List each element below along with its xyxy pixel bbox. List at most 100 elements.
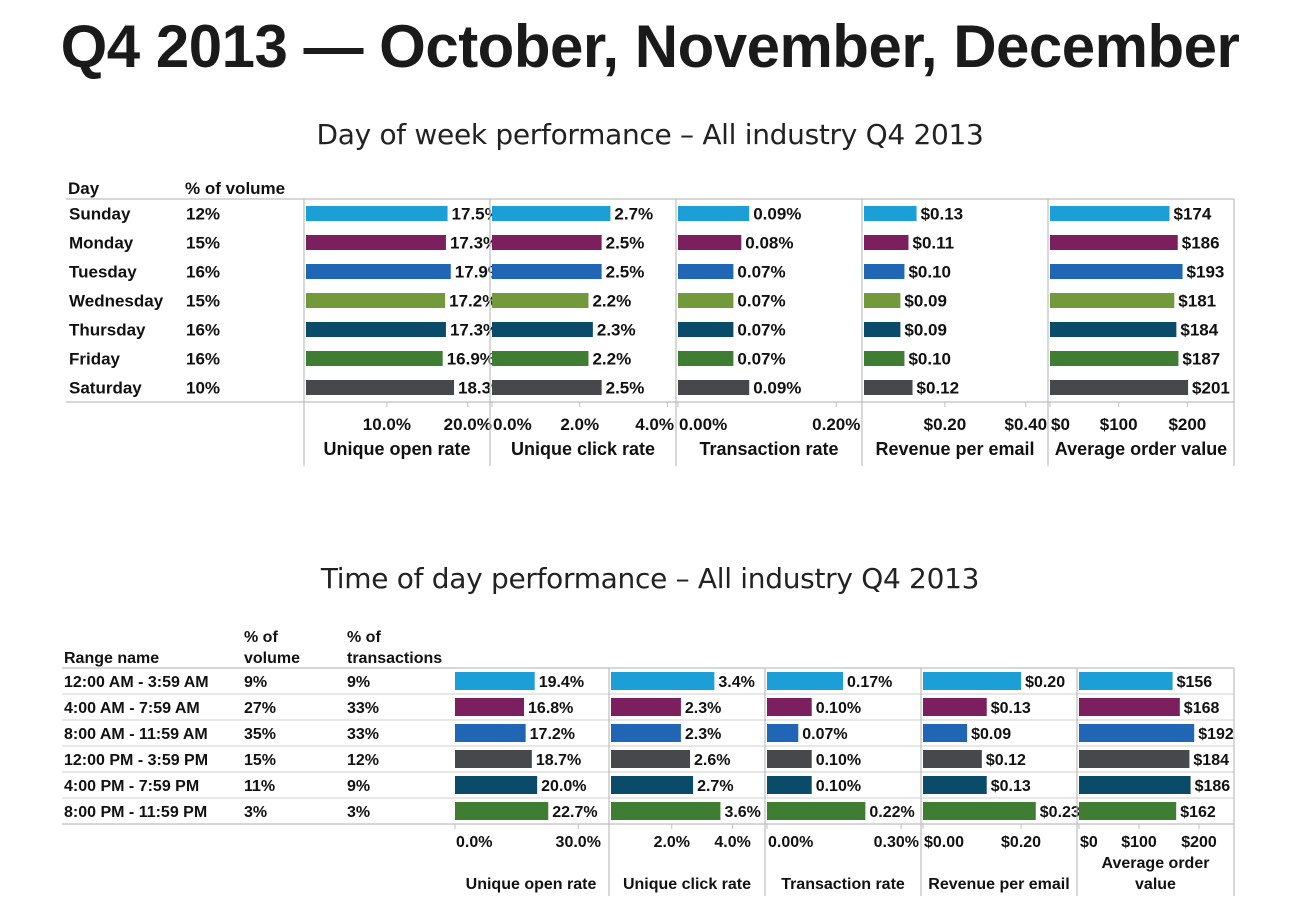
data-label: 17.5% (452, 205, 500, 224)
row-value-of-volume: 16% (186, 263, 220, 282)
data-label: $174 (1174, 205, 1212, 224)
row-label: 4:00 AM - 7:59 AM (64, 700, 200, 717)
data-label: 18.7% (536, 752, 581, 769)
data-label: 2.3% (685, 726, 721, 743)
bar-average-order-value-saturday (1050, 380, 1189, 395)
data-label: 2.5% (606, 263, 645, 282)
tick-label: $100 (1121, 834, 1157, 851)
data-label: $186 (1182, 234, 1220, 253)
bar-unique-open-rate-12-00-pm-3-59-pm (455, 750, 532, 768)
data-label: $0.11 (912, 234, 954, 253)
bar-unique-click-rate-12-00-am-3-59-am (611, 672, 715, 690)
data-label: 0.07% (737, 292, 785, 311)
bar-transaction-rate-wednesday (678, 293, 734, 308)
data-label: 16.8% (528, 700, 573, 717)
data-label: $192 (1198, 726, 1234, 743)
data-label: $201 (1192, 379, 1230, 398)
bar-average-order-value-wednesday (1050, 293, 1175, 308)
tick-label: $100 (1100, 415, 1138, 434)
bar-unique-open-rate-wednesday (306, 293, 446, 308)
data-label: $0.09 (904, 321, 947, 340)
bar-revenue-per-email-wednesday (864, 293, 901, 308)
bar-unique-click-rate-saturday (492, 380, 602, 395)
bar-revenue-per-email-tuesday (864, 264, 905, 279)
tick-label: 20.0% (444, 415, 492, 434)
bar-unique-open-rate-4-00-am-7-59-am (455, 698, 525, 716)
row-label: 8:00 AM - 11:59 AM (64, 726, 208, 743)
bar-unique-open-rate-sunday (306, 206, 448, 221)
bar-unique-open-rate-friday (306, 351, 443, 366)
data-label: 17.3% (450, 234, 498, 253)
tick-label: 0.20% (812, 415, 860, 434)
data-label: $0.09 (904, 292, 947, 311)
data-label: 0.10% (816, 700, 861, 717)
data-label: 0.07% (737, 321, 785, 340)
data-label: 3.4% (718, 674, 754, 691)
bar-average-order-value-12-00-am-3-59-am (1079, 672, 1173, 690)
bar-unique-open-rate-thursday (306, 322, 446, 337)
bar-average-order-value-4-00-am-7-59-am (1079, 698, 1180, 716)
tick-label: 10.0% (363, 415, 411, 434)
axis-title-average-order-value: value (1135, 876, 1176, 893)
tick-label: $0 (1051, 415, 1070, 434)
bar-transaction-rate-monday (678, 235, 742, 250)
data-label: 0.09% (753, 205, 801, 224)
data-label: 0.08% (745, 234, 793, 253)
bar-revenue-per-email-8-00-am-11-59-am (923, 724, 968, 742)
bar-revenue-per-email-sunday (864, 206, 917, 221)
bar-unique-open-rate-4-00-pm-7-59-pm (455, 776, 538, 794)
tick-label: 4.0% (714, 834, 750, 851)
bar-average-order-value-12-00-pm-3-59-pm (1079, 750, 1190, 768)
day-of-week-chart: Day % of volume Sunday Monday Tuesday Wednesd… (66, 179, 1235, 466)
column-header-of-transactions: transactions (347, 650, 442, 667)
bar-transaction-rate-4-00-am-7-59-am (767, 698, 812, 716)
bar-revenue-per-email-8-00-pm-11-59-pm (923, 802, 1036, 820)
data-label: 2.2% (592, 292, 631, 311)
tick-label: $0.20 (1001, 834, 1041, 851)
data-label: $0.10 (908, 263, 951, 282)
row-value-of-volume: 9% (244, 674, 267, 691)
data-label: 2.2% (592, 350, 631, 369)
row-label: Saturday (69, 379, 142, 398)
row-value-of-volume: 35% (244, 726, 276, 743)
data-label: $0.09 (971, 726, 1011, 743)
row-value-of-transactions: 33% (347, 700, 379, 717)
bar-average-order-value-4-00-pm-7-59-pm (1079, 776, 1191, 794)
tick-label: 2.0% (654, 834, 690, 851)
data-label: 17.9% (455, 263, 503, 282)
data-label: 0.17% (847, 674, 892, 691)
bar-unique-click-rate-8-00-pm-11-59-pm (611, 802, 721, 820)
row-value-of-transactions: 3% (347, 804, 370, 821)
bar-revenue-per-email-monday (864, 235, 909, 250)
tick-label: 0.00% (679, 415, 727, 434)
data-label: 2.7% (614, 205, 653, 224)
bar-unique-open-rate-8-00-am-11-59-am (455, 724, 526, 742)
row-value-of-volume: 15% (244, 752, 276, 769)
row-value-of-volume: 15% (186, 234, 220, 253)
data-label: $0.23 (1040, 804, 1080, 821)
row-label: Friday (69, 350, 121, 369)
bar-revenue-per-email-saturday (864, 380, 913, 395)
bar-transaction-rate-saturday (678, 380, 750, 395)
bar-revenue-per-email-12-00-am-3-59-am (923, 672, 1022, 690)
axis-title-unique-click-rate: Unique click rate (623, 876, 751, 893)
bar-unique-click-rate-friday (492, 351, 589, 366)
bar-transaction-rate-12-00-pm-3-59-pm (767, 750, 812, 768)
data-label: 2.5% (606, 234, 645, 253)
row-value-of-transactions: 12% (347, 752, 379, 769)
row-label: Thursday (69, 321, 146, 340)
row-value-of-volume: 27% (244, 700, 276, 717)
bar-revenue-per-email-friday (864, 351, 905, 366)
data-label: $193 (1187, 263, 1225, 282)
row-value-of-volume: 11% (244, 778, 275, 795)
row-value-of-volume: 10% (186, 379, 220, 398)
bar-transaction-rate-12-00-am-3-59-am (767, 672, 843, 690)
column-header-of-volume: % of volume (185, 179, 285, 198)
bar-unique-click-rate-12-00-pm-3-59-pm (611, 750, 691, 768)
data-label: $0.13 (991, 700, 1031, 717)
tick-label: 0.00% (768, 834, 813, 851)
bar-revenue-per-email-4-00-am-7-59-am (923, 698, 987, 716)
bar-transaction-rate-8-00-am-11-59-am (767, 724, 799, 742)
bar-average-order-value-8-00-am-11-59-am (1079, 724, 1195, 742)
row-label: Tuesday (69, 263, 137, 282)
